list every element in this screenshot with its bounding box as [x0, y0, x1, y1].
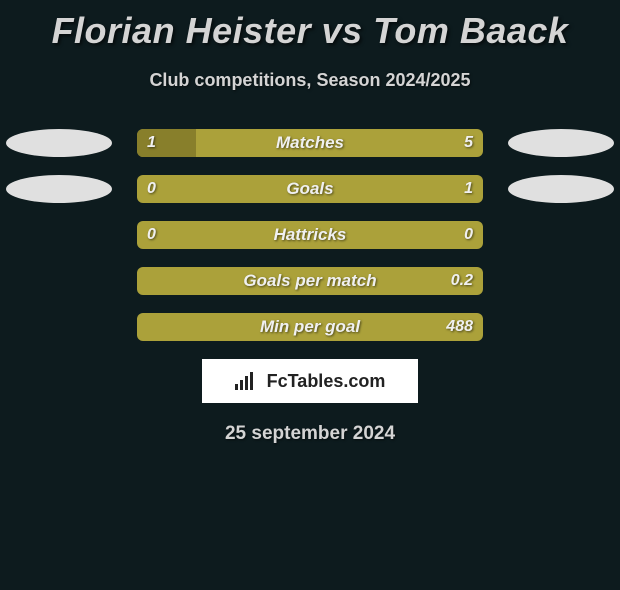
stat-bar: 0Goals1: [137, 175, 483, 203]
stat-label: Min per goal: [137, 313, 483, 341]
stat-row: Min per goal488: [0, 313, 620, 341]
page-title: Florian Heister vs Tom Baack: [0, 10, 620, 52]
player-left-oval: [6, 175, 112, 203]
comparison-chart: 1Matches50Goals10Hattricks0Goals per mat…: [0, 129, 620, 341]
stat-value-right: 5: [464, 129, 473, 157]
player-right-oval: [508, 129, 614, 157]
subtitle: Club competitions, Season 2024/2025: [0, 70, 620, 91]
stat-row: Goals per match0.2: [0, 267, 620, 295]
player-right-oval: [508, 175, 614, 203]
stat-label: Hattricks: [137, 221, 483, 249]
stat-label: Goals per match: [137, 267, 483, 295]
chart-icon: [235, 372, 257, 390]
player-left-oval: [6, 129, 112, 157]
brand-text: FcTables.com: [267, 371, 386, 392]
stat-row: 0Hattricks0: [0, 221, 620, 249]
stat-bar: Min per goal488: [137, 313, 483, 341]
stat-value-right: 1: [464, 175, 473, 203]
stat-row: 0Goals1: [0, 175, 620, 203]
stat-label: Goals: [137, 175, 483, 203]
stat-bar: 1Matches5: [137, 129, 483, 157]
stat-value-right: 0.2: [451, 267, 473, 295]
stat-bar: Goals per match0.2: [137, 267, 483, 295]
stat-value-right: 488: [446, 313, 473, 341]
stat-value-right: 0: [464, 221, 473, 249]
stat-bar: 0Hattricks0: [137, 221, 483, 249]
stat-row: 1Matches5: [0, 129, 620, 157]
stat-label: Matches: [137, 129, 483, 157]
brand-badge: FcTables.com: [202, 359, 418, 403]
date-text: 25 september 2024: [0, 423, 620, 445]
